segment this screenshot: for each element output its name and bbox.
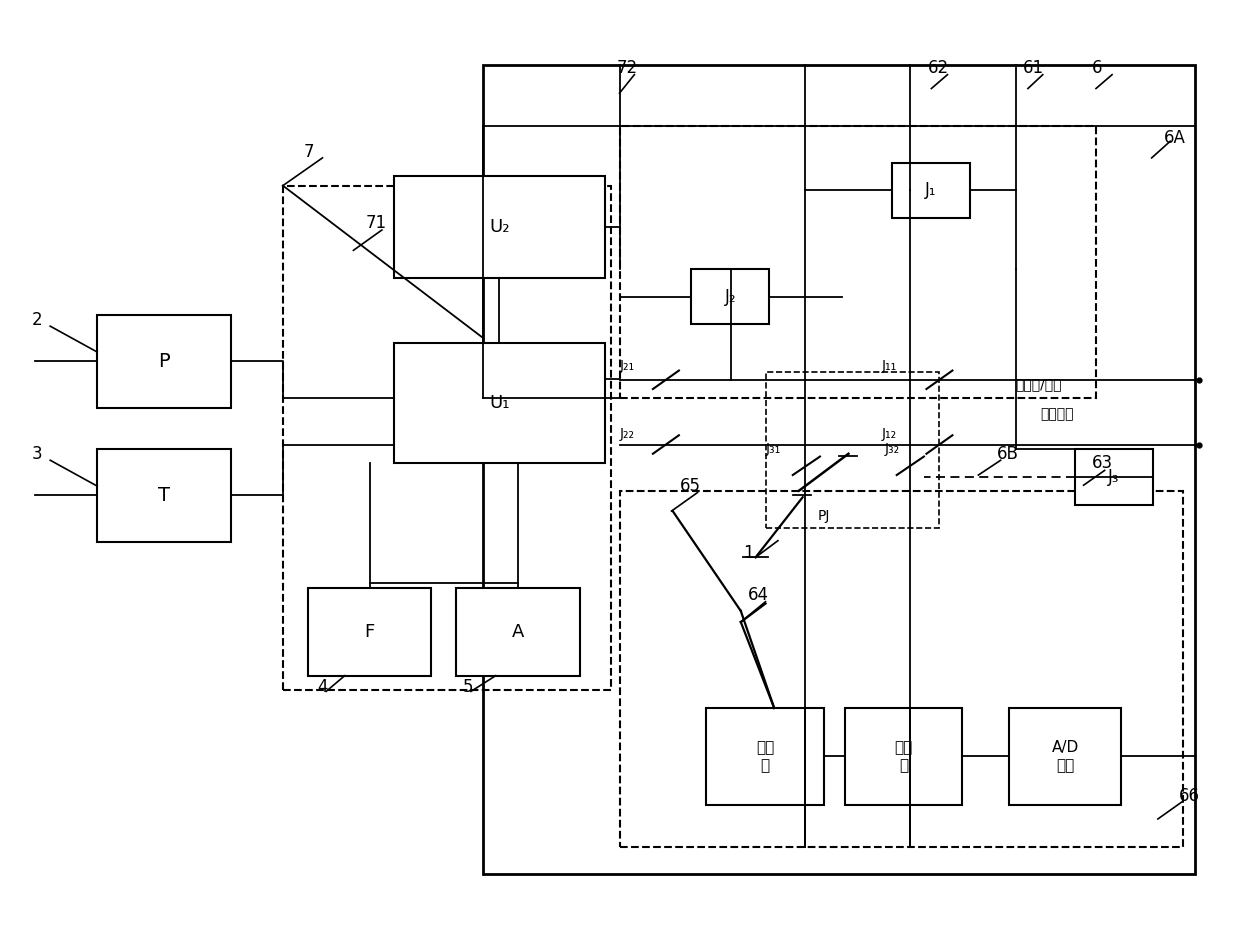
Text: J₂₁: J₂₁ (620, 359, 634, 373)
Text: J₁₂: J₁₂ (882, 427, 897, 441)
Text: F: F (364, 623, 374, 641)
Text: 61: 61 (1023, 58, 1044, 77)
Bar (845, 708, 963, 805)
Text: 62: 62 (928, 58, 949, 77)
Text: 5: 5 (462, 678, 473, 696)
Bar (483, 66, 1194, 874)
Text: 7: 7 (304, 143, 315, 160)
Text: U₂: U₂ (489, 219, 509, 236)
Text: 6B: 6B (997, 445, 1018, 463)
Text: 控制回路: 控制回路 (1041, 407, 1074, 421)
Bar (766, 372, 939, 528)
Text: 1: 1 (743, 544, 753, 562)
Text: J₃₁: J₃₁ (766, 442, 781, 456)
Text: PJ: PJ (818, 509, 830, 523)
Bar (394, 343, 605, 463)
Text: A/D
转换: A/D 转换 (1052, 741, 1079, 773)
Bar (1075, 449, 1154, 505)
Text: J₃₂: J₃₂ (885, 442, 900, 456)
Text: 6: 6 (1093, 58, 1103, 77)
Text: 65: 65 (680, 478, 701, 495)
Bar (97, 449, 230, 542)
Bar (1010, 708, 1121, 805)
Text: 3: 3 (32, 445, 42, 463)
Bar (620, 126, 1097, 398)
Text: 66: 66 (1178, 787, 1199, 805)
Bar (456, 588, 580, 676)
Bar (307, 588, 431, 676)
Text: J₂: J₂ (725, 288, 736, 306)
Text: 6A: 6A (1165, 129, 1186, 147)
Text: J₁₁: J₁₁ (882, 359, 897, 373)
Text: U₁: U₁ (489, 394, 509, 412)
Text: 放大
器: 放大 器 (895, 741, 913, 773)
Text: 72: 72 (617, 59, 638, 78)
Bar (282, 185, 611, 690)
Bar (691, 269, 769, 324)
Bar (394, 176, 605, 278)
Text: J₁: J₁ (926, 181, 937, 199)
Bar (620, 491, 1182, 846)
Text: T: T (159, 486, 170, 505)
Text: 71: 71 (366, 214, 387, 232)
Text: 2: 2 (32, 311, 42, 329)
Text: 恒流
源: 恒流 源 (756, 741, 774, 773)
Text: 接报警/闭锁: 接报警/闭锁 (1016, 378, 1062, 392)
Text: 64: 64 (748, 585, 769, 604)
Bar (706, 708, 824, 805)
Text: A: A (512, 623, 524, 641)
Bar (97, 315, 230, 407)
Bar (892, 162, 970, 218)
Text: J₃: J₃ (1108, 468, 1120, 486)
Text: 63: 63 (1093, 455, 1114, 472)
Text: 4: 4 (317, 678, 328, 696)
Text: P: P (159, 352, 170, 370)
Text: J₂₂: J₂₂ (620, 427, 634, 441)
